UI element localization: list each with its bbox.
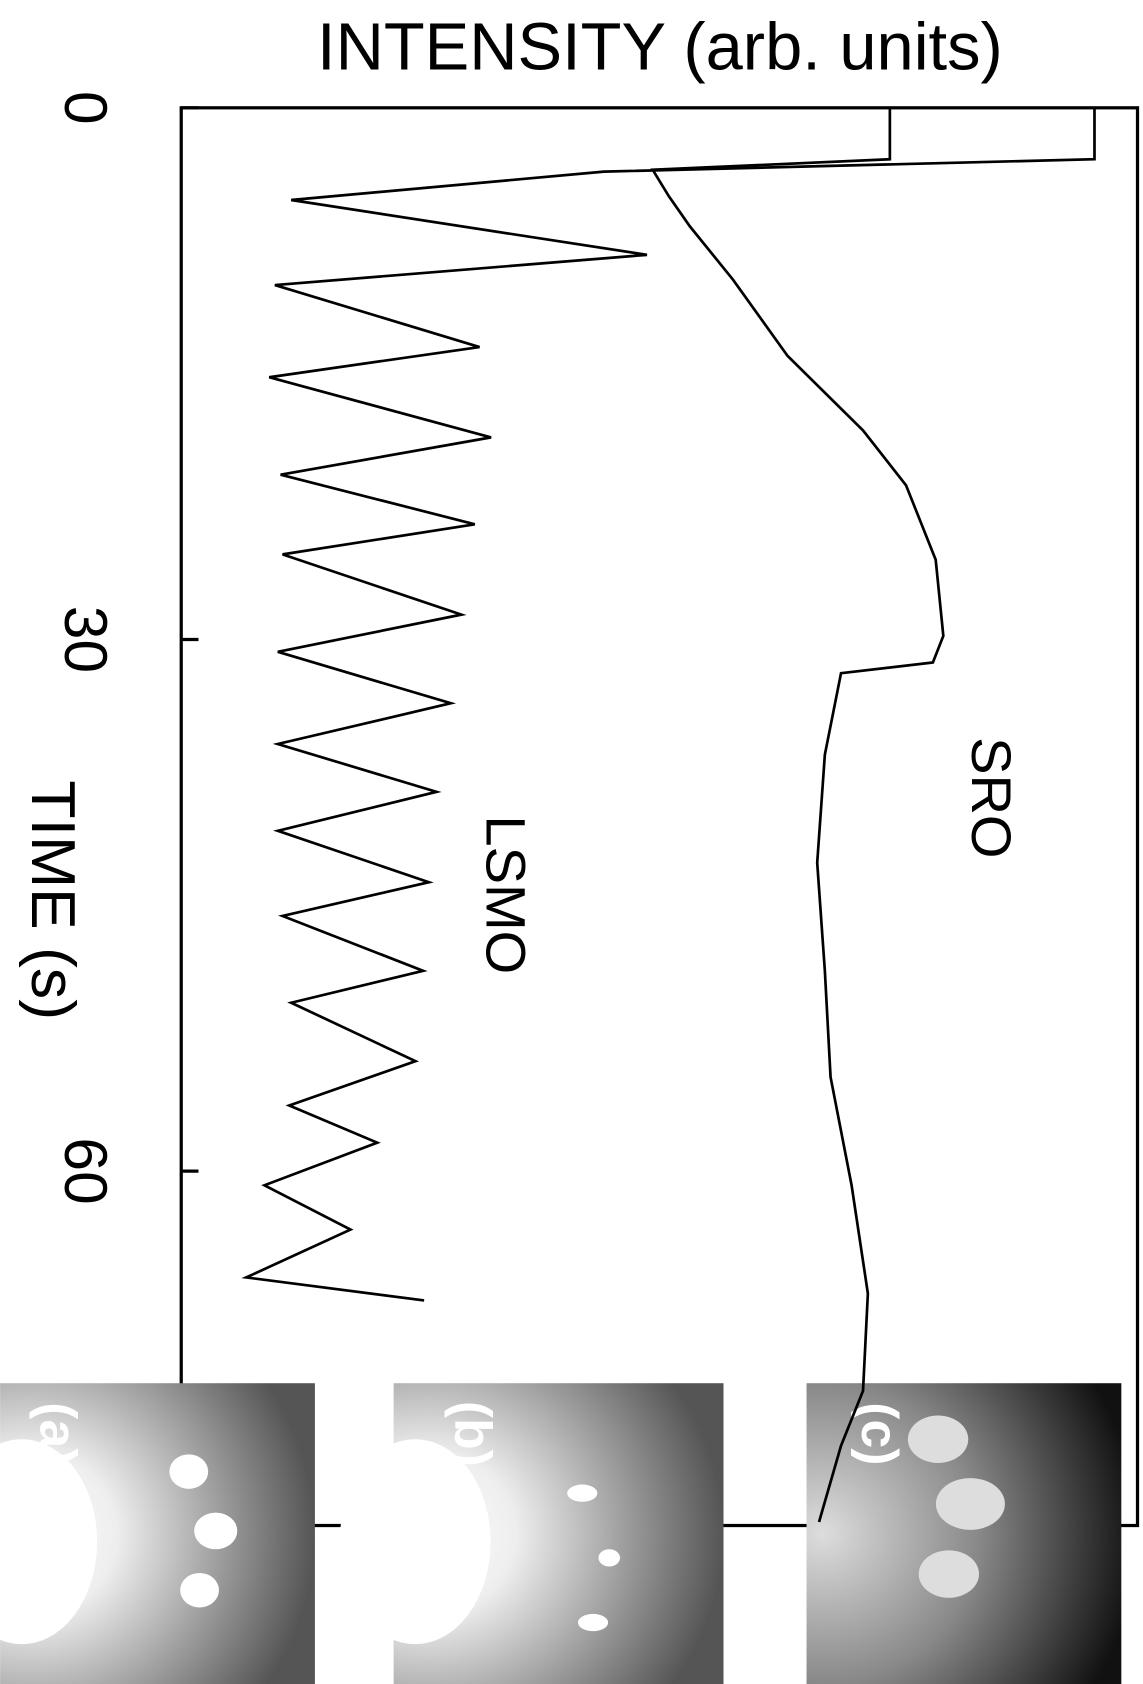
x-axis-label: TIME (s) (18, 780, 88, 1020)
insets: (a) (b) (c) (0, 1383, 1122, 1684)
y-axis-label: INTENSITY (arb. units) (317, 9, 1003, 84)
inset-label: (b) (444, 1401, 502, 1467)
series-line (650, 107, 945, 1523)
series-label: SRO (960, 737, 1023, 858)
inset-image (339, 1383, 724, 1684)
inset-label: (a) (29, 1402, 87, 1465)
x-tick-label: 0 (52, 91, 120, 125)
x-tick-label: 60 (52, 1138, 120, 1205)
inset-image (0, 1383, 315, 1684)
inset-image (806, 1383, 1122, 1684)
series-line (241, 107, 1096, 1302)
series-label: LSMO (475, 815, 538, 974)
x-tick-label: 30 (52, 606, 120, 673)
inset-label: (c) (851, 1402, 909, 1465)
